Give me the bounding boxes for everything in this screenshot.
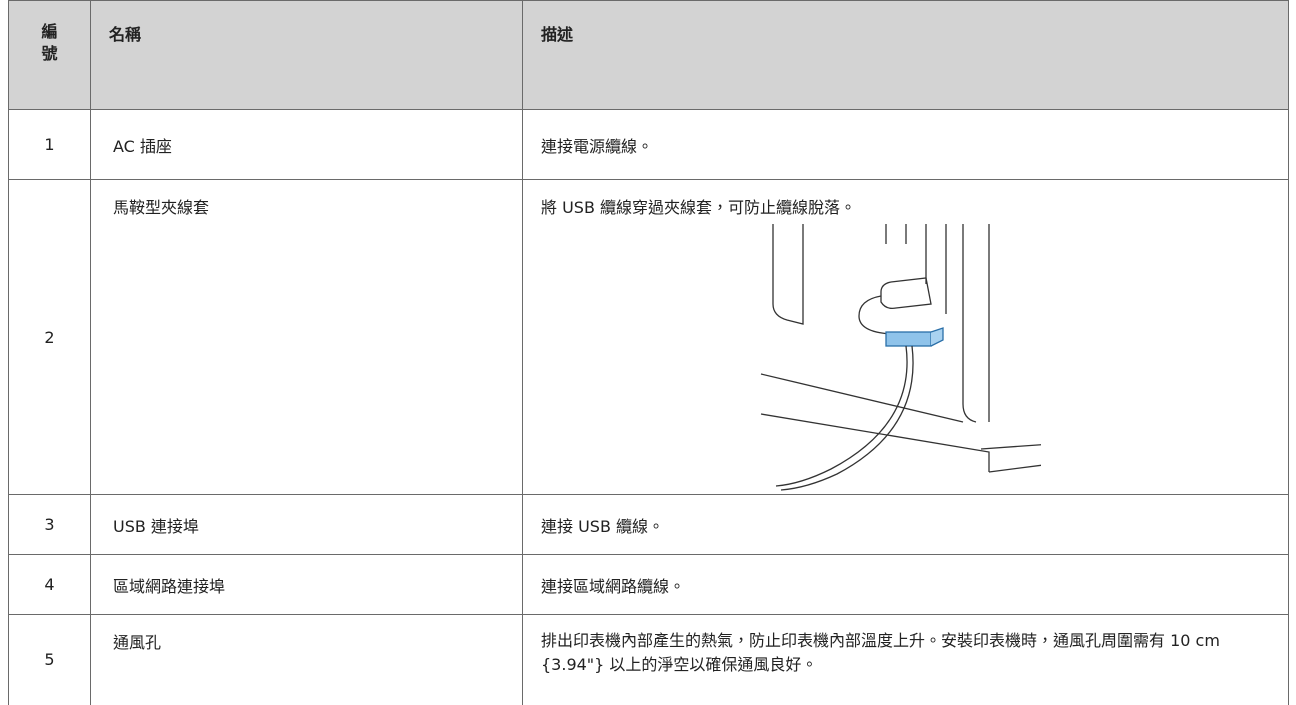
cell: 4 xyxy=(8,554,91,615)
cell: AC 插座 xyxy=(90,109,523,180)
cell-text: 將 USB 纜線穿過夾線套，可防止纜線脫落。 xyxy=(541,198,857,217)
cell: 5 xyxy=(8,614,91,705)
header-row: 編號 名稱 描述 xyxy=(8,0,1289,110)
header-cell: 編號 xyxy=(8,0,91,110)
parts-table: 編號 名稱 描述 1 AC 插座 連接電源纜線。 2 馬鞍型夾線套 將 USB … xyxy=(8,0,1289,705)
header-cell: 描述 xyxy=(522,0,1289,110)
cell: 2 xyxy=(8,179,91,495)
header-cell: 名稱 xyxy=(90,0,523,110)
document: 編號 名稱 描述 1 AC 插座 連接電源纜線。 2 馬鞍型夾線套 將 USB … xyxy=(8,0,1289,705)
row: 5 通風孔 排出印表機內部產生的熱氣，防止印表機內部溫度上升。安裝印表機時，通風… xyxy=(8,614,1289,705)
cell: 區域網路連接埠 xyxy=(90,554,523,615)
cell: 排出印表機內部產生的熱氣，防止印表機內部溫度上升。安裝印表機時，通風孔周圍需有 … xyxy=(522,614,1289,705)
row: 3 USB 連接埠 連接 USB 纜線。 xyxy=(8,494,1289,555)
cell: 通風孔 xyxy=(90,614,523,705)
cell: 1 xyxy=(8,109,91,180)
cell: 連接 USB 纜線。 xyxy=(522,494,1289,555)
header-text: 編號 xyxy=(41,22,58,63)
page: table {"table": { "header": ["編號", "名稱",… xyxy=(8,0,1289,705)
row: 4 區域網路連接埠 連接區域網路纜線。 xyxy=(8,554,1289,615)
cell: 連接區域網路纜線。 xyxy=(522,554,1289,615)
row: 2 馬鞍型夾線套 將 USB 纜線穿過夾線套，可防止纜線脫落。 xyxy=(8,179,1289,495)
row: 1 AC 插座 連接電源纜線。 xyxy=(8,109,1289,180)
cell: 將 USB 纜線穿過夾線套，可防止纜線脫落。 xyxy=(522,179,1289,495)
cell: 3 xyxy=(8,494,91,555)
cell: 馬鞍型夾線套 xyxy=(90,179,523,495)
cell: USB 連接埠 xyxy=(90,494,523,555)
cell: 連接電源纜線。 xyxy=(522,109,1289,180)
illustration xyxy=(760,224,1041,491)
